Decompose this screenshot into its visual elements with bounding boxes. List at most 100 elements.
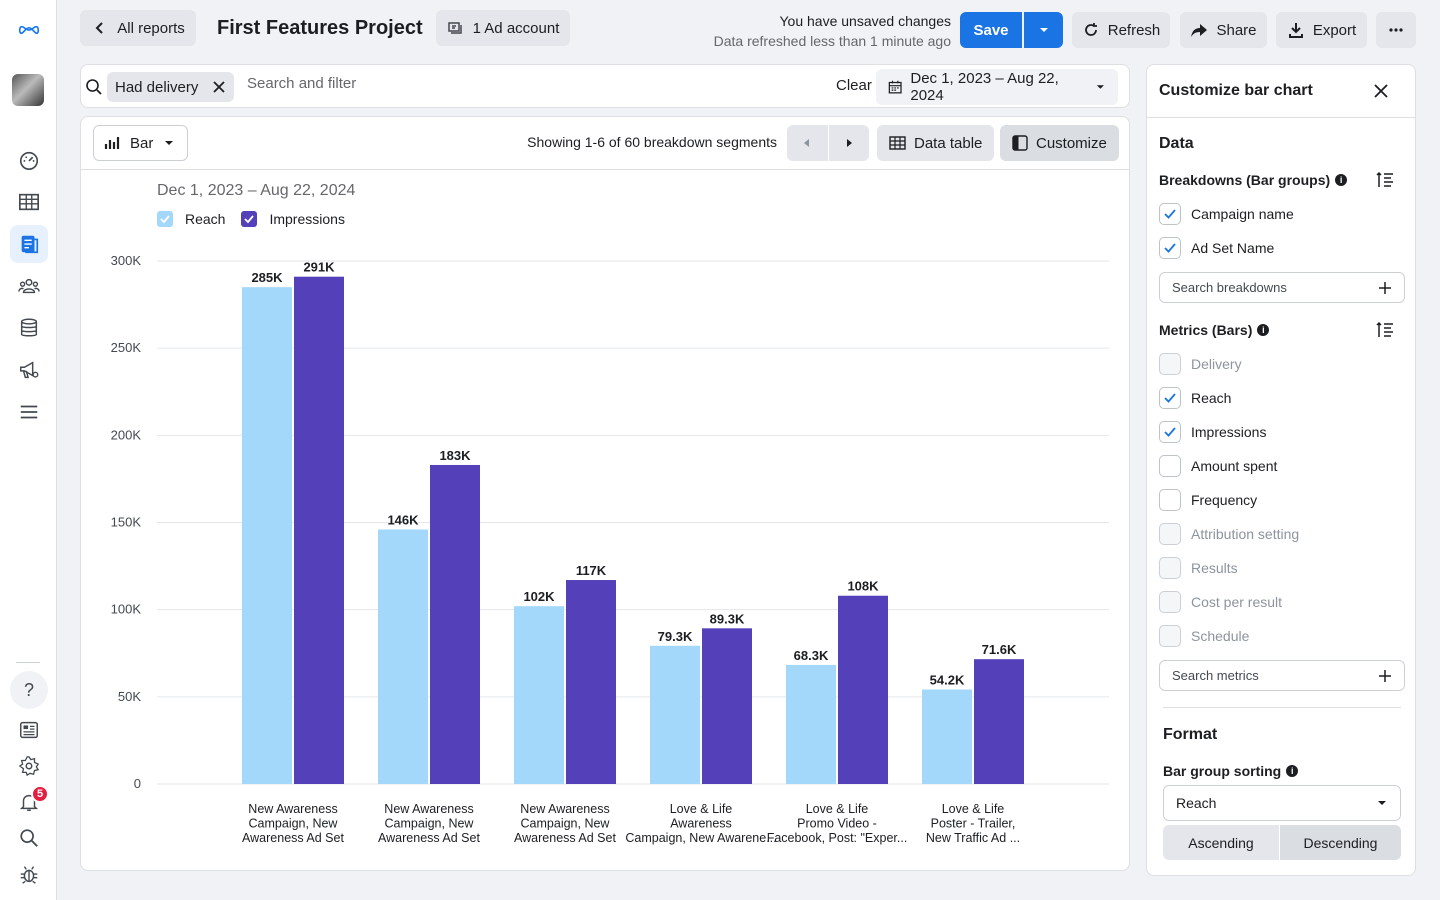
checkbox-icon[interactable]	[1159, 489, 1181, 511]
plus-icon[interactable]	[1378, 669, 1392, 683]
menu-icon[interactable]	[10, 393, 48, 431]
bar-impressions[interactable]	[430, 464, 480, 784]
customize-button[interactable]: Customize	[1000, 125, 1119, 161]
metric-checkbox-row[interactable]: Impressions	[1159, 420, 1266, 444]
checkbox-icon	[1159, 591, 1181, 613]
bar-data-label: 117K	[576, 563, 607, 578]
bar-reach[interactable]	[650, 645, 700, 784]
panel-divider	[1147, 117, 1415, 118]
table-icon[interactable]	[10, 183, 48, 221]
news-icon[interactable]	[10, 711, 48, 749]
y-tick-label: 200K	[111, 427, 142, 442]
download-icon	[1288, 23, 1303, 38]
metric-checkbox-row[interactable]: Amount spent	[1159, 454, 1277, 478]
notification-badge: 5	[31, 785, 49, 803]
reports-icon[interactable]	[10, 225, 48, 263]
bar-impressions[interactable]	[294, 276, 344, 784]
campaign-settings-icon[interactable]	[10, 351, 48, 389]
checkbox-checked-icon[interactable]	[1159, 421, 1181, 443]
checkbox-checked-icon[interactable]	[1159, 387, 1181, 409]
bar-reach[interactable]	[378, 529, 428, 784]
close-panel-button[interactable]	[1371, 79, 1391, 103]
avatar[interactable]	[12, 74, 44, 106]
checkbox-icon[interactable]	[1159, 455, 1181, 477]
reorder-list-icon[interactable]	[1376, 171, 1394, 189]
clear-filters-button[interactable]: Clear	[836, 77, 872, 94]
audiences-icon[interactable]	[10, 267, 48, 305]
refresh-button[interactable]: Refresh	[1072, 12, 1170, 48]
sort-metric-select[interactable]: Reach	[1163, 785, 1401, 821]
close-icon	[1374, 84, 1388, 98]
save-button[interactable]: Save	[960, 12, 1022, 48]
database-icon[interactable]	[10, 309, 48, 347]
export-button[interactable]: Export	[1276, 12, 1367, 48]
bar-data-label: 68.3K	[794, 648, 829, 663]
previous-page-button[interactable]	[787, 125, 829, 161]
legend-item-impressions[interactable]: Impressions	[241, 211, 345, 227]
legend-item-reach[interactable]: Reach	[157, 211, 225, 227]
data-table-button[interactable]: Data table	[877, 125, 995, 161]
chart-type-select[interactable]: Bar	[93, 125, 188, 161]
settings-gear-icon[interactable]	[10, 747, 48, 785]
descending-button[interactable]: Descending	[1280, 825, 1401, 860]
metric-label: Results	[1191, 560, 1238, 576]
metric-checkbox-row[interactable]: Frequency	[1159, 488, 1257, 512]
reorder-list-icon[interactable]	[1376, 321, 1394, 339]
x-tick-label: Awareness	[670, 817, 732, 831]
bar-impressions[interactable]	[838, 595, 888, 784]
search-filter-input[interactable]	[247, 75, 747, 92]
info-icon[interactable]: i	[1257, 324, 1270, 336]
bar-impressions[interactable]	[702, 628, 752, 784]
bar-reach[interactable]	[922, 689, 972, 784]
metric-checkbox-row[interactable]: Reach	[1159, 386, 1231, 410]
bar-impressions[interactable]	[566, 580, 616, 784]
bar-reach[interactable]	[786, 664, 836, 784]
y-tick-label: 300K	[111, 253, 142, 268]
page-title[interactable]: First Features Project	[217, 17, 423, 39]
metric-label: Delivery	[1191, 356, 1242, 372]
info-icon[interactable]: i	[1286, 765, 1299, 777]
bar-data-label: 89.3K	[710, 611, 745, 626]
next-page-button[interactable]	[829, 125, 870, 161]
metric-label: Reach	[1191, 390, 1232, 406]
x-tick-label: New Awareness	[248, 802, 337, 816]
bar-impressions[interactable]	[974, 659, 1024, 784]
meta-logo-icon[interactable]	[10, 11, 48, 49]
bar-reach[interactable]	[242, 287, 292, 784]
caret-down-icon	[1097, 85, 1105, 89]
close-icon[interactable]	[212, 80, 226, 94]
metric-label: Attribution setting	[1191, 526, 1300, 542]
search-icon[interactable]	[10, 819, 48, 857]
more-options-button[interactable]	[1376, 12, 1416, 48]
search-metrics-input[interactable]: Search metrics	[1159, 660, 1405, 691]
filter-chip-had-delivery[interactable]: Had delivery	[107, 72, 235, 102]
x-tick-label: Poster - Trailer,	[931, 817, 1016, 831]
info-icon[interactable]: i	[1335, 174, 1348, 186]
dashboard-icon[interactable]	[10, 141, 48, 179]
bar-reach[interactable]	[514, 606, 564, 784]
all-reports-button[interactable]: All reports	[80, 10, 196, 46]
bar-data-label: 285K	[251, 270, 283, 285]
bug-report-icon[interactable]	[10, 855, 48, 893]
bar-chart: 0 50K 100K 150K 200K 250K 300K 285K 291K New Awar…	[111, 253, 1109, 845]
breakdown-checkbox-row[interactable]: Campaign name	[1159, 202, 1294, 226]
chart-card: Bar Showing 1-6 of 60 breakdown segments…	[80, 116, 1130, 871]
ascending-button[interactable]: Ascending	[1163, 825, 1279, 860]
bar-data-label: 146K	[387, 512, 419, 527]
x-tick-label: Facebook, Post: "Exper...	[767, 831, 908, 845]
search-breakdowns-input[interactable]: Search breakdowns	[1159, 272, 1405, 303]
search-icon	[86, 79, 102, 95]
plus-icon[interactable]	[1378, 281, 1392, 295]
checkbox-checked-icon[interactable]	[1159, 203, 1181, 225]
share-button[interactable]: Share	[1180, 12, 1267, 48]
checkbox-icon	[1159, 523, 1181, 545]
help-icon[interactable]: ?	[10, 671, 48, 709]
date-range-picker[interactable]: Dec 1, 2023 – Aug 22, 2024	[876, 69, 1118, 105]
share-arrow-icon	[1191, 24, 1208, 37]
breakdown-checkbox-row[interactable]: Ad Set Name	[1159, 236, 1274, 260]
x-tick-label: Awareness Ad Set	[514, 831, 616, 845]
legend-label-impressions: Impressions	[269, 211, 345, 227]
checkbox-checked-icon[interactable]	[1159, 237, 1181, 259]
save-options-dropdown[interactable]	[1024, 12, 1063, 48]
ad-account-button[interactable]: 1 Ad account	[436, 10, 570, 46]
